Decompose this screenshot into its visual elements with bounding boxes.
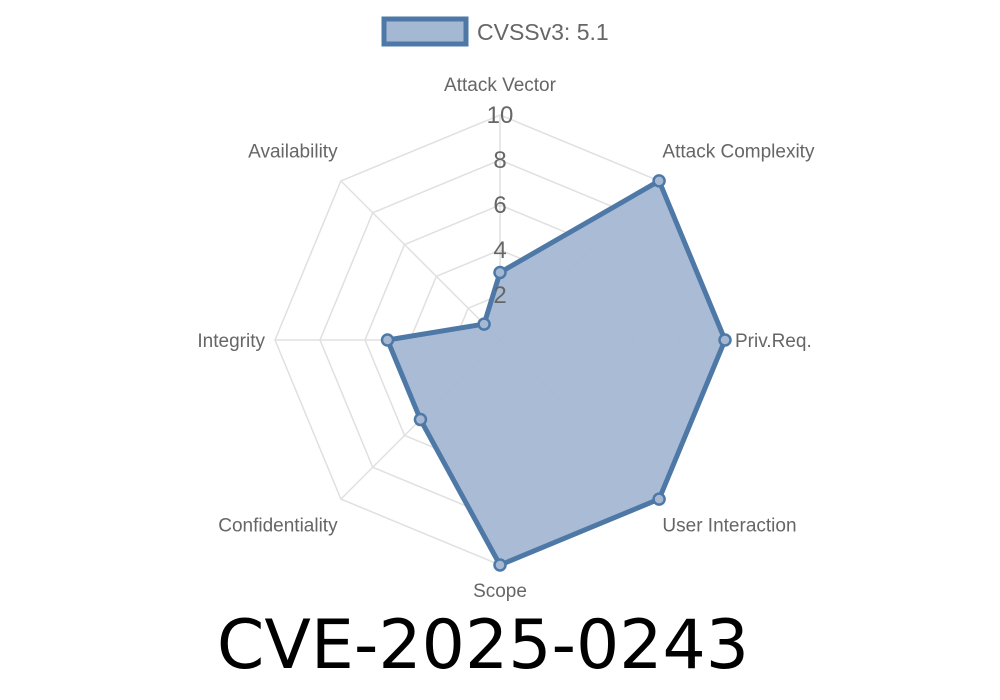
tick-label-6: 6 — [493, 192, 506, 219]
axis-label-confidentiality: Confidentiality — [218, 515, 338, 536]
tick-label-2: 2 — [493, 282, 506, 309]
axis-label-priv-req: Priv.Req. — [735, 331, 812, 352]
data-point-scope[interactable] — [493, 558, 507, 572]
tick-label-8: 8 — [493, 147, 506, 174]
tick-label-4: 4 — [493, 237, 506, 264]
axis-label-availability: Availability — [248, 142, 338, 163]
series-area-0 — [385, 178, 728, 568]
axis-label-attack-vector: Attack Vector — [444, 75, 557, 96]
radar-series — [380, 174, 732, 572]
tick-label-10: 10 — [487, 102, 514, 129]
axis-label-integrity: Integrity — [197, 331, 265, 352]
radar-tick-labels: 2 4 6 8 10 — [487, 102, 514, 309]
spoke-7 — [340, 180, 501, 341]
data-point-confidentiality[interactable] — [413, 412, 428, 427]
data-point-integrity[interactable] — [380, 333, 395, 347]
chart-legend[interactable]: CVSSv3: 5.1 — [381, 16, 609, 47]
data-point-attack-complexity[interactable] — [652, 174, 666, 188]
radar-axis-labels: Attack Vector Attack Complexity Priv.Req. U… — [197, 75, 815, 602]
data-point-availability[interactable] — [477, 317, 491, 331]
axis-label-scope: Scope — [473, 581, 527, 602]
legend-label: CVSSv3: 5.1 — [477, 19, 609, 45]
legend-swatch[interactable] — [381, 16, 469, 47]
axis-label-attack-complexity: Attack Complexity — [662, 142, 815, 163]
axis-label-user-interaction: User Interaction — [662, 515, 796, 536]
cve-id-title: CVE-2025-0243 — [216, 606, 750, 685]
data-point-priv-req-[interactable] — [718, 333, 732, 347]
data-point-attack-vector[interactable] — [493, 265, 507, 280]
data-point-user-interaction[interactable] — [652, 492, 666, 506]
